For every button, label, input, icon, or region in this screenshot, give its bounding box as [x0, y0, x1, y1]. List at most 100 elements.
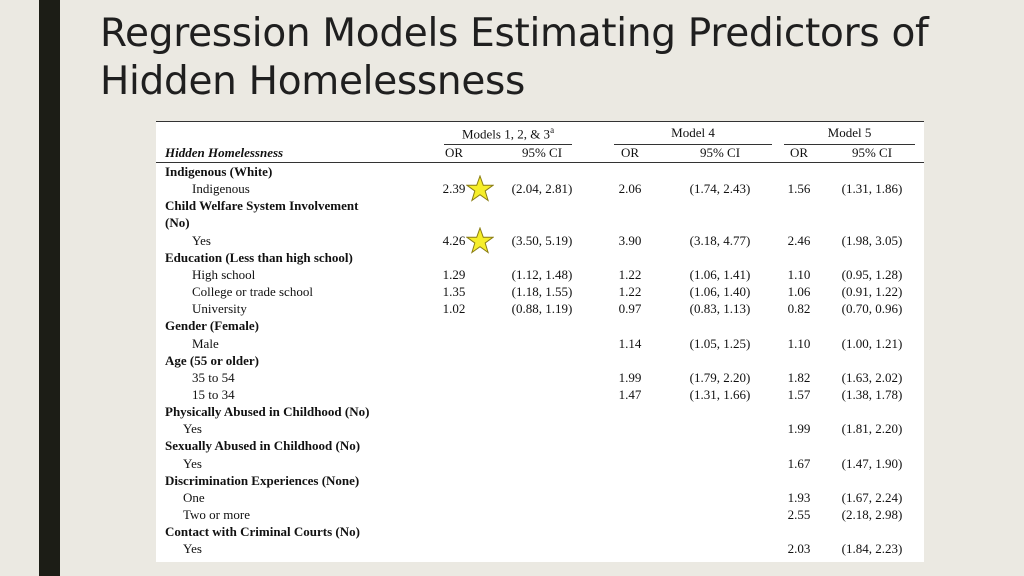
m4-or-cell: 1.14: [618, 335, 642, 351]
m5-ci-cell: (0.95, 1.28): [841, 266, 903, 282]
ci-header-m4: 95% CI: [699, 145, 741, 160]
row-label: Yes: [183, 541, 202, 557]
dependent-variable-label: Hidden Homelessness: [165, 145, 284, 160]
m5-or-cell: 2.03: [787, 541, 811, 557]
m5-or-cell: 1.10: [787, 335, 811, 351]
or-header-m4: OR: [620, 145, 640, 160]
m5-or-cell: 2.46: [787, 232, 811, 248]
star-icon: [466, 175, 494, 202]
row-label: Child Welfare System Involvement: [165, 198, 359, 214]
m5-or-cell: 1.82: [787, 369, 811, 385]
row-label: Education (Less than high school): [165, 249, 353, 265]
m5-ci-cell: (1.38, 1.78): [841, 386, 903, 402]
group-header-label: Model 4: [671, 125, 715, 140]
m5-or-cell: 1.06: [787, 284, 811, 300]
m4-or-cell: 1.22: [618, 284, 642, 300]
row-label: Sexually Abused in Childhood (No): [165, 438, 361, 454]
m5-or-cell: 0.82: [787, 301, 811, 317]
m5-or-cell: 2.55: [787, 507, 811, 522]
group-header-label: Model 5: [827, 125, 872, 140]
row-label: Physically Abused in Childhood (No): [165, 404, 370, 420]
ci-header-m5: 95% CI: [851, 145, 893, 160]
m4-ci-cell: (3.18, 4.77): [689, 232, 751, 248]
row-label: Contact with Criminal Courts (No): [165, 524, 360, 540]
m1-ci-cell: (1.18, 1.55): [511, 284, 573, 300]
m5-ci-cell: (1.00, 1.21): [841, 335, 903, 351]
m1-or-cell: 1.29: [442, 266, 466, 282]
group-header-models-1-3: Models 1, 2, & 3a: [444, 125, 572, 142]
m1-or-cell: 1.02: [442, 301, 466, 317]
m5-ci-cell: (1.84, 2.23): [841, 541, 903, 557]
m4-or-cell: 0.97: [618, 301, 642, 317]
accent-bar: [39, 0, 60, 576]
or-header-m5: OR: [789, 145, 809, 160]
m4-or-cell: 1.22: [618, 266, 642, 282]
m5-or-cell: 1.10: [787, 266, 811, 282]
m4-ci-cell: (1.05, 1.25): [689, 335, 751, 351]
m5-ci-cell: (0.91, 1.22): [841, 284, 903, 300]
m4-or-cell: 1.99: [618, 369, 642, 385]
header-rule: [156, 162, 924, 163]
m1-ci-cell: (1.12, 1.48): [511, 266, 573, 282]
m4-ci-cell: (1.06, 1.40): [689, 284, 751, 300]
m4-or-cell: 3.90: [618, 232, 642, 248]
m5-or-cell: 1.56: [787, 181, 811, 197]
group-header-model-4: Model 4: [614, 125, 772, 141]
row-label: Yes: [183, 455, 202, 471]
model-5-rule: [784, 144, 915, 145]
row-label: University: [192, 301, 247, 317]
or-header-m1: OR: [444, 145, 464, 160]
row-label: Yes: [192, 232, 211, 248]
m5-or-cell: 1.67: [787, 455, 811, 471]
star-icon: [466, 226, 494, 254]
m1-or-cell: 1.35: [442, 284, 466, 300]
m4-ci-cell: (1.31, 1.66): [689, 386, 751, 402]
m5-ci-cell: (1.47, 1.90): [841, 455, 903, 471]
model-1-3-rule: [444, 144, 572, 145]
group-header-superscript: a: [550, 125, 555, 135]
m4-ci-cell: (0.83, 1.13): [689, 301, 751, 317]
m5-ci-cell: (0.70, 0.96): [841, 301, 903, 317]
group-header-model-5: Model 5: [784, 125, 915, 141]
slide-title-line-1: Regression Models Estimating Predictors …: [100, 11, 929, 56]
row-label: Indigenous: [192, 181, 250, 197]
m4-or-cell: 2.06: [618, 181, 642, 197]
m5-or-cell: 1.99: [787, 421, 811, 437]
row-label: Male: [192, 335, 219, 351]
slide-title: Regression Models Estimating Predictors …: [100, 10, 1000, 106]
row-label: One: [183, 489, 205, 505]
slide-title-line-2: Hidden Homelessness: [100, 59, 526, 104]
m5-ci-cell: (1.98, 3.05): [841, 232, 903, 248]
row-label: Yes: [183, 421, 202, 437]
m5-ci-cell: (1.63, 2.02): [841, 369, 903, 385]
m1-ci-cell: (3.50, 5.19): [511, 232, 573, 248]
m1-ci-cell: (2.04, 2.81): [511, 181, 573, 197]
m1-or-cell: 4.26: [442, 232, 466, 248]
m4-ci-cell: (1.74, 2.43): [689, 181, 751, 197]
ci-header-m1: 95% CI: [521, 145, 563, 160]
row-label: High school: [192, 266, 256, 282]
regression-table: Models 1, 2, & 3a Model 4 Model 5 Hidden…: [156, 121, 924, 562]
m4-or-cell: 1.47: [618, 386, 642, 402]
m1-ci-cell: (0.88, 1.19): [511, 301, 573, 317]
m4-ci-cell: (1.79, 2.20): [689, 369, 751, 385]
model-4-rule: [614, 144, 772, 145]
m5-ci-cell: (2.18, 2.98): [841, 507, 903, 522]
row-label: Two or more: [183, 507, 250, 522]
row-label: Age (55 or older): [165, 352, 259, 368]
row-label: 15 to 34: [192, 386, 235, 402]
m5-or-cell: 1.57: [787, 386, 811, 402]
m5-ci-cell: (1.67, 2.24): [841, 489, 903, 505]
table-top-rule: [156, 121, 924, 122]
m5-or-cell: 1.93: [787, 489, 811, 505]
row-label: (No): [165, 215, 190, 231]
row-label: College or trade school: [192, 284, 313, 300]
row-label: Gender (Female): [165, 318, 259, 334]
row-label: 35 to 54: [192, 369, 235, 385]
m4-ci-cell: (1.06, 1.41): [689, 266, 751, 282]
row-label: Indigenous (White): [165, 164, 273, 179]
m1-or-cell: 2.39: [442, 181, 466, 197]
m5-ci-cell: (1.81, 2.20): [841, 421, 903, 437]
group-header-label: Models 1, 2, & 3: [461, 126, 551, 142]
row-label: Discrimination Experiences (None): [165, 472, 360, 488]
